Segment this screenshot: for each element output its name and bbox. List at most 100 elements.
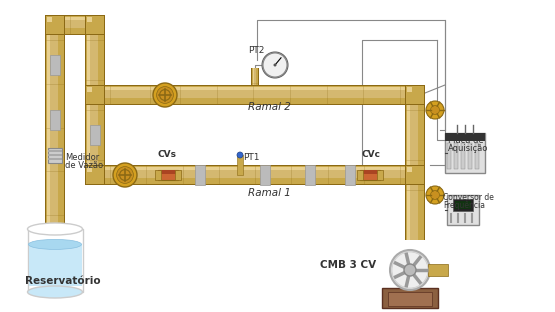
Bar: [45, 25, 65, 230]
Bar: [46, 16, 64, 34]
Circle shape: [426, 101, 444, 119]
Bar: [405, 165, 425, 185]
Bar: [47, 17, 52, 22]
Bar: [48, 148, 62, 163]
Circle shape: [431, 105, 440, 115]
Bar: [87, 17, 92, 22]
Ellipse shape: [28, 239, 82, 249]
Circle shape: [262, 52, 288, 78]
Bar: [95, 167, 415, 170]
Circle shape: [426, 186, 444, 204]
Bar: [468, 143, 472, 169]
Bar: [86, 25, 104, 95]
Bar: [260, 165, 270, 185]
Bar: [405, 95, 425, 175]
Bar: [175, 170, 181, 180]
Bar: [85, 95, 105, 175]
Text: CMB 3 CV: CMB 3 CV: [320, 260, 376, 270]
Bar: [85, 165, 105, 185]
Bar: [345, 165, 355, 185]
Circle shape: [153, 83, 177, 107]
Bar: [87, 25, 90, 95]
Bar: [406, 95, 424, 175]
Bar: [410, 95, 418, 175]
Bar: [87, 95, 90, 175]
Ellipse shape: [28, 223, 83, 235]
Bar: [158, 170, 178, 173]
Bar: [410, 175, 418, 240]
Bar: [90, 25, 98, 95]
Bar: [253, 68, 254, 85]
Bar: [85, 85, 105, 105]
Ellipse shape: [28, 286, 83, 298]
Bar: [90, 95, 98, 175]
Bar: [447, 195, 479, 225]
Circle shape: [157, 87, 173, 103]
Bar: [447, 143, 451, 169]
Bar: [407, 87, 412, 92]
Bar: [388, 292, 432, 306]
Bar: [55, 15, 95, 35]
Bar: [253, 68, 256, 85]
Bar: [453, 199, 473, 211]
Bar: [45, 15, 65, 35]
Bar: [406, 166, 424, 184]
Circle shape: [113, 163, 137, 187]
Text: CVc: CVc: [362, 150, 381, 159]
Bar: [406, 175, 424, 240]
Text: Ramal 2: Ramal 2: [248, 102, 291, 112]
Circle shape: [431, 191, 440, 199]
Bar: [85, 15, 105, 35]
Bar: [461, 143, 465, 169]
Bar: [48, 158, 62, 160]
Bar: [405, 175, 425, 240]
Text: de Vazão: de Vazão: [65, 161, 103, 170]
Bar: [95, 165, 415, 185]
Bar: [237, 155, 243, 175]
Bar: [165, 86, 415, 104]
Circle shape: [117, 167, 133, 183]
Bar: [252, 68, 258, 85]
Bar: [305, 165, 315, 185]
Bar: [195, 165, 205, 185]
Bar: [455, 201, 471, 209]
Bar: [95, 86, 165, 104]
Bar: [357, 170, 363, 180]
Bar: [95, 85, 165, 105]
Circle shape: [404, 264, 416, 276]
Bar: [87, 167, 92, 172]
Bar: [405, 85, 425, 105]
Bar: [155, 170, 161, 180]
Bar: [445, 133, 485, 141]
Text: CVs: CVs: [158, 150, 177, 159]
Bar: [28, 244, 82, 286]
Bar: [445, 133, 485, 173]
Bar: [50, 110, 60, 130]
Bar: [48, 150, 62, 152]
Bar: [55, 20, 95, 28]
Bar: [86, 95, 104, 175]
Bar: [382, 288, 438, 308]
Bar: [86, 16, 104, 34]
Text: Conversor de: Conversor de: [443, 193, 494, 202]
Bar: [165, 87, 415, 90]
Bar: [165, 90, 415, 98]
Bar: [55, 17, 95, 20]
Bar: [95, 90, 165, 98]
Bar: [407, 167, 412, 172]
Text: Reservatório: Reservatório: [25, 276, 100, 286]
Bar: [406, 86, 424, 104]
Bar: [95, 166, 415, 184]
Text: Aquisição: Aquisição: [448, 144, 488, 153]
Bar: [50, 55, 60, 75]
Bar: [428, 264, 448, 276]
Bar: [46, 25, 64, 230]
Bar: [47, 25, 50, 230]
Bar: [85, 25, 105, 95]
Circle shape: [263, 53, 287, 77]
Circle shape: [237, 152, 243, 158]
Circle shape: [274, 64, 276, 66]
Bar: [86, 166, 104, 184]
Circle shape: [390, 250, 430, 290]
Text: Ramal 1: Ramal 1: [248, 188, 291, 198]
